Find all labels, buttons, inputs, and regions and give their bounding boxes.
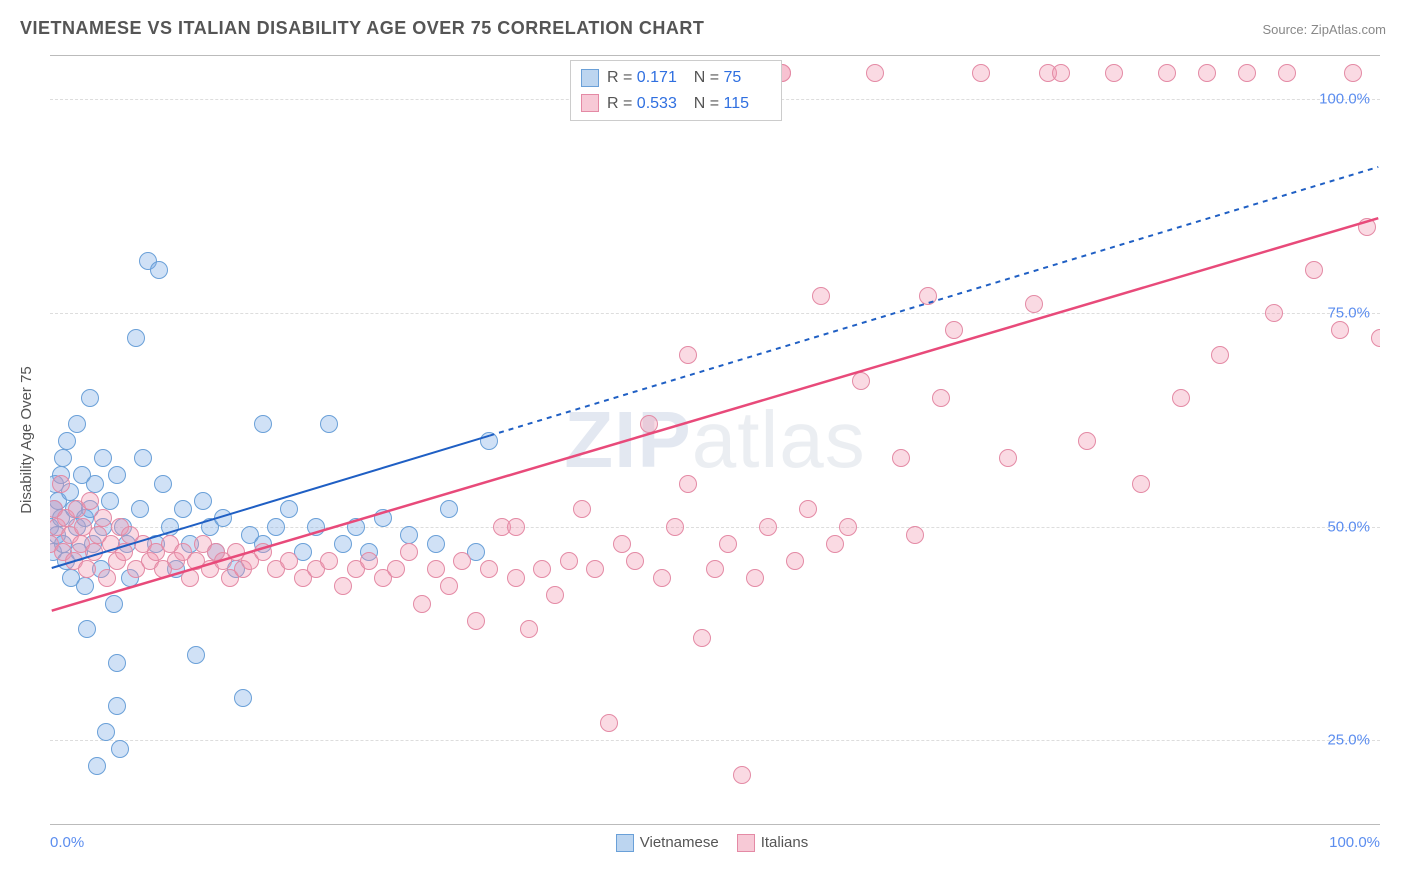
legend-swatch <box>737 834 755 852</box>
regression-lines-layer <box>50 56 1380 824</box>
stats-swatch <box>581 94 599 112</box>
stats-R-value: 0.533 <box>637 91 685 117</box>
stats-N-label: N = <box>694 69 724 86</box>
stats-N-value: 75 <box>723 65 771 91</box>
correlation-stats-box: R = 0.171 N = 75R = 0.533 N = 115 <box>570 60 782 121</box>
source-label: Source: ZipAtlas.com <box>1262 22 1386 37</box>
stats-R-label: R = <box>607 95 637 112</box>
regression-line-italians <box>52 218 1379 611</box>
x-tick <box>981 824 982 825</box>
x-tick <box>1114 824 1115 825</box>
regression-line-extrapolated-vietnamese <box>489 167 1378 436</box>
stats-row-italians: R = 0.533 N = 115 <box>581 91 771 117</box>
legend-bottom: Vietnamese Italians <box>0 834 1406 852</box>
x-tick <box>183 824 184 825</box>
stats-N-value: 115 <box>723 91 771 117</box>
stats-swatch <box>581 69 599 87</box>
chart-container: VIETNAMESE VS ITALIAN DISABILITY AGE OVE… <box>0 0 1406 892</box>
stats-R-label: R = <box>607 69 637 86</box>
x-tick <box>848 824 849 825</box>
x-tick <box>582 824 583 825</box>
legend-label: Vietnamese <box>640 834 719 851</box>
x-tick <box>1247 824 1248 825</box>
chart-title: VIETNAMESE VS ITALIAN DISABILITY AGE OVE… <box>20 18 704 39</box>
plot-area: ZIPatlas 25.0%50.0%75.0%100.0% <box>50 55 1380 825</box>
stats-row-vietnamese: R = 0.171 N = 75 <box>581 65 771 91</box>
x-tick <box>50 824 51 825</box>
x-tick <box>316 824 317 825</box>
stats-N-label: N = <box>694 95 724 112</box>
x-tick <box>449 824 450 825</box>
x-tick <box>715 824 716 825</box>
y-axis-label: Disability Age Over 75 <box>18 366 35 514</box>
legend-label: Italians <box>761 834 809 851</box>
stats-R-value: 0.171 <box>637 65 685 91</box>
legend-swatch <box>616 834 634 852</box>
